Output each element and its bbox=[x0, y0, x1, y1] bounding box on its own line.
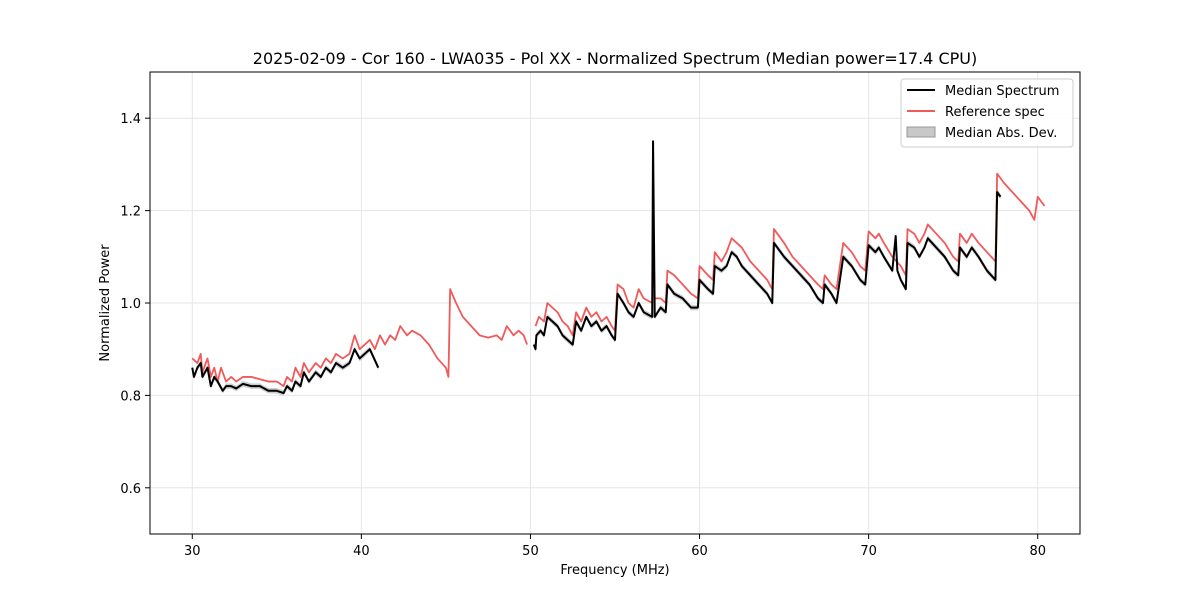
x-tick-label: 30 bbox=[184, 544, 201, 559]
series-line-reference-spec bbox=[534, 172, 1046, 337]
series-line-reference-spec bbox=[191, 288, 528, 388]
axis-ticks: 30 40 50 60 70 80 0.6 0.8 1.0 1.2 1.4 bbox=[120, 112, 1046, 559]
legend-box bbox=[900, 78, 1074, 148]
legend-swatch-median-abs-dev bbox=[906, 126, 936, 138]
y-tick-label: 1.0 bbox=[120, 297, 141, 312]
x-tick-label: 60 bbox=[691, 544, 708, 559]
x-tick-label: 70 bbox=[860, 544, 877, 559]
series-line-median-spectrum bbox=[532, 140, 1002, 351]
y-axis-label: Normalized Power bbox=[98, 244, 113, 362]
y-tick-label: 1.4 bbox=[120, 112, 141, 127]
legend-label-median-spectrum: Median Spectrum bbox=[945, 84, 1059, 99]
x-tick-label: 80 bbox=[1029, 544, 1046, 559]
legend: Median Spectrum Reference spec Median Ab… bbox=[900, 78, 1074, 148]
x-axis-label: Frequency (MHz) bbox=[560, 563, 669, 578]
series-lines bbox=[191, 140, 1046, 395]
x-tick-label: 40 bbox=[353, 544, 370, 559]
y-tick-label: 0.8 bbox=[120, 389, 141, 404]
y-tick-label: 1.2 bbox=[120, 205, 141, 220]
legend-label-median-abs-dev: Median Abs. Dev. bbox=[945, 126, 1057, 141]
series-line-median-spectrum bbox=[191, 348, 380, 395]
x-tick-label: 50 bbox=[522, 544, 539, 559]
y-tick-label: 0.6 bbox=[120, 482, 141, 497]
legend-label-reference-spec: Reference spec bbox=[945, 105, 1045, 120]
chart-title: 2025-02-09 - Cor 160 - LWA035 - Pol XX -… bbox=[253, 49, 977, 68]
